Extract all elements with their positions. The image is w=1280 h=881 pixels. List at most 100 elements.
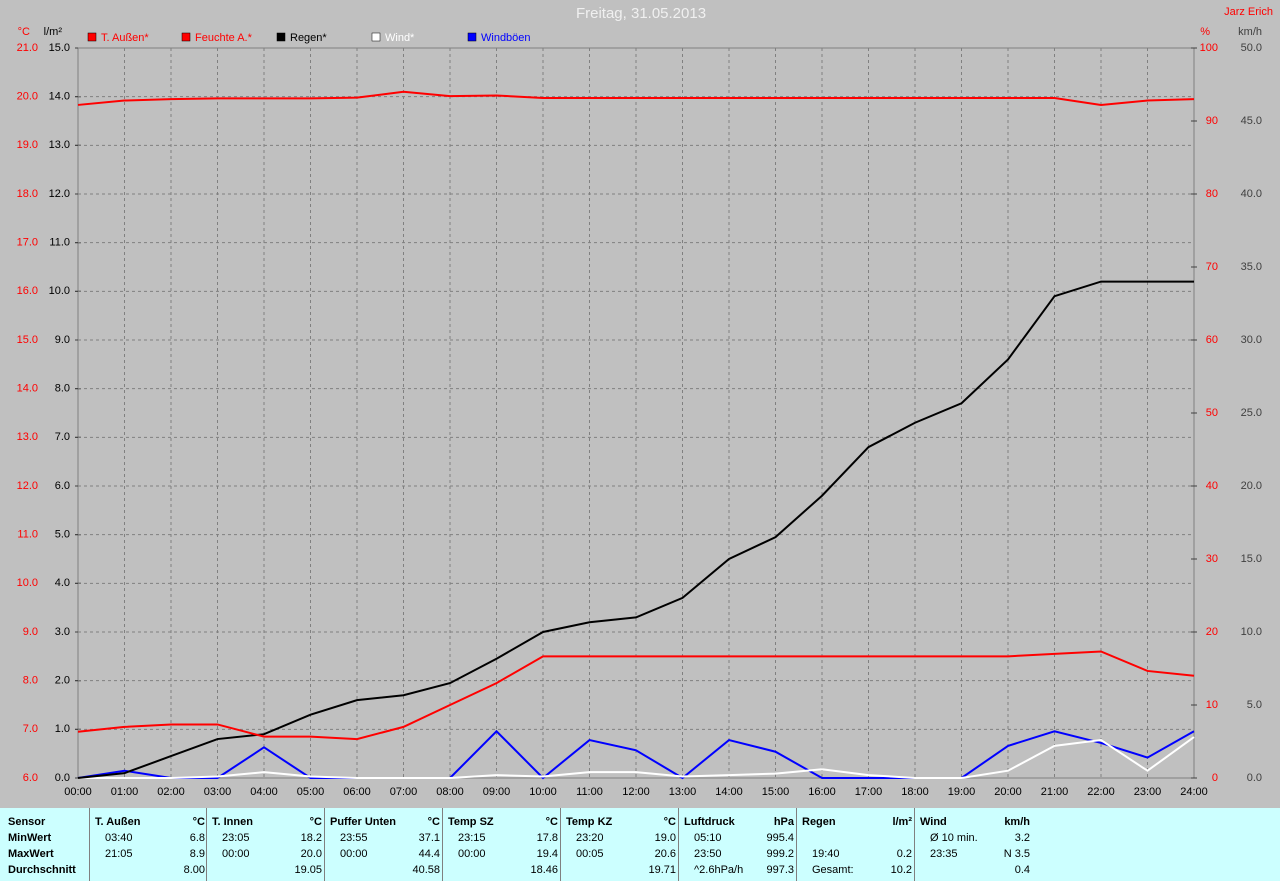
column-divider [796,808,797,881]
column-divider [206,808,207,881]
series-line [77,280,1194,779]
row-label: Sensor [8,816,46,828]
table-cell: 0.4 [1014,864,1030,876]
x-tick-label: 22:00 [1087,786,1115,798]
y-tick-label: 0 [1212,772,1218,784]
column-unit: °C [192,816,205,828]
x-tick-label: 14:00 [715,786,743,798]
column-header: Luftdruck [684,816,735,828]
column-header: Puffer Unten [330,816,396,828]
legend-label: Wind* [385,32,415,44]
y-tick-label: 13.0 [49,139,70,151]
legend-label: T. Außen* [101,32,149,44]
legend-swatch [276,32,286,42]
table-cell: 18.46 [530,864,558,876]
table-cell: 23:55 [340,832,368,844]
column-header: Temp SZ [448,816,494,828]
x-tick-label: 08:00 [436,786,464,798]
legend-label: Feuchte A.* [195,32,253,44]
x-tick-label: 19:00 [948,786,976,798]
y-tick-label: 15.0 [1241,553,1262,565]
table-cell: 37.1 [418,832,440,844]
y-tick-label: 12.0 [17,480,38,492]
y-tick-label: 13.0 [17,431,38,443]
legend-swatch [467,32,477,42]
x-tick-label: 15:00 [762,786,790,798]
y-tick-label: 8.0 [23,675,38,687]
table-cell: 17.8 [536,832,558,844]
x-tick-label: 16:00 [808,786,836,798]
table-cell: 44.4 [418,848,440,860]
legend-swatch [181,32,191,42]
x-tick-label: 06:00 [343,786,371,798]
table-cell: 8.9 [189,848,205,860]
table-cell: 40.58 [412,864,440,876]
row-label: MinWert [8,832,52,844]
table-cell: 23:20 [576,832,604,844]
y-tick-label: 45.0 [1241,115,1262,127]
x-tick-label: 03:00 [204,786,232,798]
table-cell: 999.2 [766,848,794,860]
axis-unit: l/m² [44,26,63,38]
table-cell: 18.2 [300,832,322,844]
table-cell: 10.2 [890,864,912,876]
column-header: Temp KZ [566,816,613,828]
table-cell: 23:50 [694,848,722,860]
x-tick-label: 13:00 [669,786,697,798]
column-header: T. Außen [95,816,141,828]
y-tick-label: 100 [1200,42,1218,54]
y-tick-label: 5.0 [1247,699,1262,711]
column-unit: °C [427,816,440,828]
table-cell: 23:15 [458,832,486,844]
legend-label: Windböen [481,32,531,44]
table-cell: 00:00 [222,848,250,860]
x-tick-label: 10:00 [529,786,557,798]
column-divider [324,808,325,881]
legend-label: Regen* [290,32,327,44]
table-cell: 00:00 [458,848,486,860]
x-tick-label: 02:00 [157,786,185,798]
row-label: Durchschnitt [8,864,76,876]
table-cell: 995.4 [766,832,794,844]
table-cell: 6.8 [189,832,205,844]
y-tick-label: 90 [1206,115,1218,127]
row-label: MaxWert [8,848,54,860]
chart-title: Freitag, 31.05.2013 [576,5,706,22]
x-tick-label: 04:00 [250,786,278,798]
y-tick-label: 35.0 [1241,261,1262,273]
column-divider [914,808,915,881]
y-tick-label: 17.0 [17,237,38,249]
y-tick-label: 7.0 [55,431,70,443]
column-unit: l/m² [892,816,912,828]
x-tick-label: 21:00 [1041,786,1069,798]
table-cell: 23:35 [930,848,958,860]
y-tick-label: 15.0 [17,334,38,346]
table-cell: 19.05 [294,864,322,876]
y-tick-label: 20.0 [1241,480,1262,492]
y-tick-label: 12.0 [49,188,70,200]
y-tick-label: 80 [1206,188,1218,200]
author: Jarz Erich [1224,6,1273,18]
table-cell: 00:05 [576,848,604,860]
y-tick-label: 21.0 [17,42,38,54]
y-tick-label: 3.0 [55,626,70,638]
y-tick-label: 0.0 [1247,772,1262,784]
y-tick-label: 15.0 [49,42,70,54]
y-tick-label: 40.0 [1241,188,1262,200]
table-cell: 21:05 [105,848,133,860]
y-tick-label: 30 [1206,553,1218,565]
y-tick-label: 10.0 [17,577,38,589]
summary-table: Sensor MinWert MaxWert Durchschnitt T. Außen… [0,808,1280,881]
y-tick-label: 16.0 [17,285,38,297]
table-cell: 19.4 [536,848,558,860]
x-tick-label: 12:00 [622,786,650,798]
y-tick-label: 2.0 [55,675,70,687]
y-tick-label: 14.0 [17,383,38,395]
table-cell: Gesamt: [812,864,854,876]
table-cell: N 3.5 [1003,848,1030,860]
x-tick-label: 17:00 [855,786,883,798]
y-tick-label: 6.0 [55,480,70,492]
y-tick-label: 20 [1206,626,1218,638]
y-tick-label: 4.0 [55,577,70,589]
